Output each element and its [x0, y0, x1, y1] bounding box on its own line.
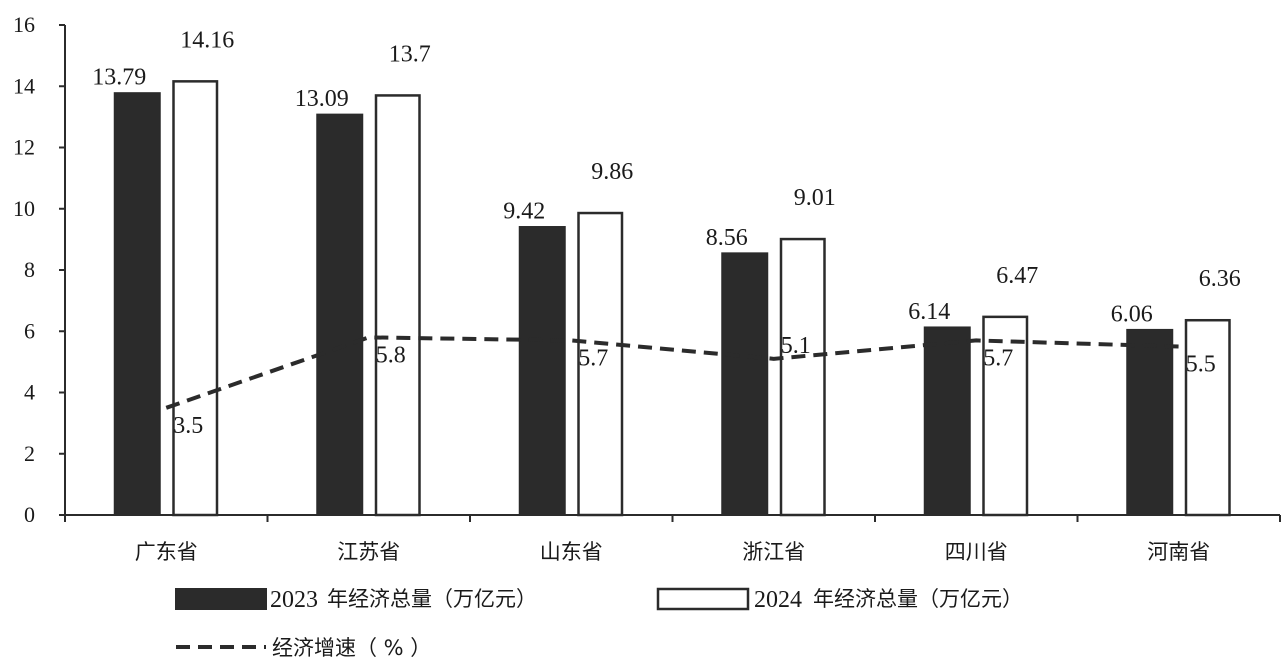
legend-2023-year: 2023	[270, 587, 318, 613]
legend-2023-text: 年经济总量（万亿元）	[327, 587, 537, 611]
y-tick-label: 10	[13, 196, 35, 221]
legend-growth-text: 经济增速（ % ）	[272, 636, 431, 660]
y-tick-label: 2	[24, 441, 35, 466]
y-tick-label: 12	[13, 135, 35, 160]
y-tick-label: 14	[13, 73, 35, 98]
bar-value-label: 13.7	[389, 41, 431, 67]
y-tick-label: 4	[24, 380, 35, 405]
bar-value-label: 9.42	[503, 199, 545, 225]
bar-value-label: 6.47	[996, 263, 1038, 289]
bar-2024	[779, 237, 826, 517]
growth-value-label: 5.7	[983, 345, 1013, 371]
growth-value-label: 5.5	[1186, 352, 1216, 378]
bar-value-label: 9.01	[794, 185, 836, 211]
category-label: 四川省	[945, 540, 1008, 564]
category-label: 山东省	[540, 540, 603, 564]
axes	[59, 24, 1281, 522]
bar-value-label: 9.86	[591, 159, 633, 185]
bar-2023	[113, 92, 161, 516]
bar-value-label: 13.09	[295, 86, 349, 112]
legend: 2023 年经济总量（万亿元） 2024 年经济总量（万亿元） 经济增速（ % …	[175, 587, 1023, 660]
bar-2024	[577, 211, 624, 517]
legend-2024-year: 2024	[754, 587, 802, 613]
growth-value-label: 5.7	[578, 345, 608, 371]
y-tick-labels: 0 2 4 6 8 10 12 14 16	[13, 12, 35, 527]
legend-swatch-2024	[656, 587, 750, 611]
legend-2024-text: 年经济总量（万亿元）	[813, 587, 1023, 611]
bar-2024	[1184, 318, 1231, 517]
category-label: 江苏省	[337, 540, 400, 564]
category-labels: 广东省 江苏省 山东省 浙江省 四川省 河南省	[135, 540, 1211, 564]
bars	[113, 80, 1231, 517]
bar-value-label: 13.79	[92, 65, 146, 91]
bar-value-labels: 13.79 14.16 13.09 13.7 9.42 9.86 8.56 9.01 6.14 6…	[92, 27, 1241, 327]
bar-2023	[721, 252, 769, 516]
y-tick-label: 6	[24, 318, 35, 343]
bar-value-label: 6.36	[1199, 266, 1241, 292]
line-value-labels: 3.5 5.8 5.7 5.1 5.7 5.5	[173, 333, 1216, 439]
bar-value-label: 14.16	[180, 27, 234, 53]
growth-value-label: 5.1	[781, 333, 811, 359]
growth-value-label: 5.8	[376, 342, 406, 368]
bar-2024	[982, 315, 1029, 517]
bar-value-label: 6.14	[908, 299, 950, 325]
growth-line-path	[165, 335, 1179, 410]
bar-2024	[172, 80, 219, 517]
category-label: 浙江省	[742, 540, 805, 564]
category-label: 广东省	[135, 540, 198, 564]
y-tick-label: 0	[24, 502, 35, 527]
bar-2023	[518, 226, 566, 516]
bar-value-label: 6.06	[1111, 301, 1153, 327]
bar-2023	[1126, 328, 1174, 516]
y-tick-label: 16	[13, 12, 35, 37]
bar-2023	[316, 113, 364, 516]
growth-line	[165, 335, 1179, 410]
bar-2024	[374, 94, 421, 517]
y-tick-label: 8	[24, 257, 35, 282]
legend-swatch-2023	[175, 588, 267, 610]
growth-value-label: 3.5	[173, 413, 203, 439]
bar-2023	[923, 326, 971, 516]
bar-value-label: 8.56	[706, 225, 748, 251]
category-label: 河南省	[1147, 540, 1210, 564]
